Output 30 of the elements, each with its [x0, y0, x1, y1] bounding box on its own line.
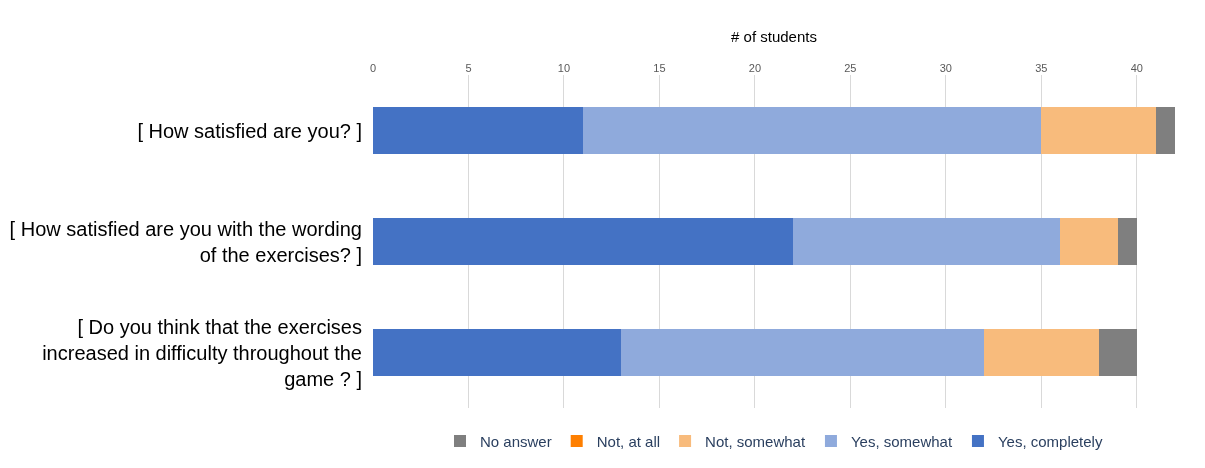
bar [793, 218, 1061, 265]
x-tick-label: 25 [844, 61, 857, 74]
legend-label: Not, somewhat [705, 432, 806, 450]
y-tick-label: [ How satisfied are you with the wording of the exercises? ] [9, 217, 362, 266]
x-tick-label: 0 [369, 61, 377, 74]
x-tick-label: 35 [1035, 61, 1048, 74]
bar [373, 107, 584, 154]
legend-label: No answer [480, 432, 552, 450]
x-tick-label: 5 [465, 61, 472, 74]
x-axis-title: # of students [731, 28, 817, 46]
x-tick-label: 10 [557, 61, 571, 74]
legend-label: Not, at all [596, 432, 661, 450]
bar [583, 107, 1042, 154]
bar [373, 218, 794, 265]
bar [1098, 329, 1137, 376]
bar [1041, 107, 1156, 154]
bar [984, 329, 1099, 376]
bar [1155, 107, 1175, 154]
x-tick-label: 40 [1130, 61, 1143, 74]
x-tick-label: 20 [748, 61, 762, 74]
legend-label: Yes, somewhat [850, 432, 953, 450]
x-tick-label: 30 [939, 61, 952, 74]
bar [1117, 218, 1137, 265]
bar [373, 329, 622, 376]
y-tick-label: [ How satisfied are you? ] [137, 119, 362, 142]
y-tick-label: [ Do you think that the exercises increased in difficulty throughout the game ? ] [42, 315, 362, 390]
x-tick-label: 15 [653, 61, 666, 74]
bar [1060, 218, 1118, 265]
bar [621, 329, 985, 376]
legend-label: Yes, completely [997, 432, 1103, 450]
